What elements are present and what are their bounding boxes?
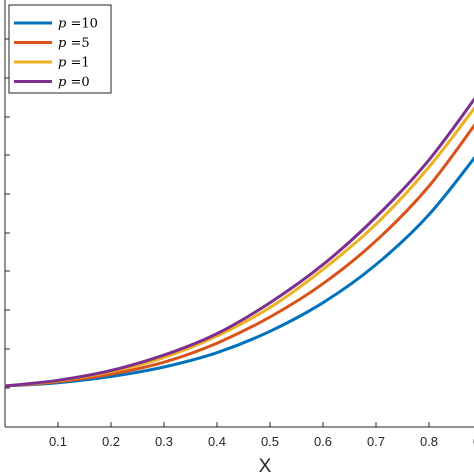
legend-entry-label: p =10 (58, 17, 98, 32)
x-tick-label: 0.9 (473, 434, 474, 449)
x-tick-label: 0.8 (420, 434, 438, 449)
plot-area: 0.1 0.2 0.3 0.4 0.5 0.6 0.7 0.8 0.9 (4, 0, 474, 449)
legend-entry-label: p =5 (58, 36, 90, 51)
x-tick-label: 0.2 (102, 434, 120, 449)
x-tick-label: 0.1 (49, 434, 67, 449)
legend-entry-label: p =1 (58, 56, 90, 71)
y-axis-ticks (5, 38, 10, 389)
series-line-p0 (4, 96, 474, 388)
x-axis-ticks: 0.1 0.2 0.3 0.4 0.5 0.6 0.7 0.8 0.9 (49, 422, 474, 449)
x-axis-label: X (259, 456, 272, 474)
x-tick-label: 0.3 (155, 434, 173, 449)
x-tick-label: 0.5 (261, 434, 279, 449)
x-tick-label: 0.7 (367, 434, 385, 449)
x-tick-label: 0.6 (314, 434, 332, 449)
x-tick-label: 0.4 (208, 434, 226, 449)
legend-entry-label: p =0 (58, 75, 90, 90)
series-layer (4, 96, 474, 388)
legend: p =10 p =5 p =1 p =0 (8, 4, 112, 94)
series-line-p10 (4, 155, 474, 388)
legend-box (8, 4, 112, 94)
legend-items: p =10 p =5 p =1 p =0 (14, 17, 98, 90)
series-line-p5 (4, 123, 474, 388)
